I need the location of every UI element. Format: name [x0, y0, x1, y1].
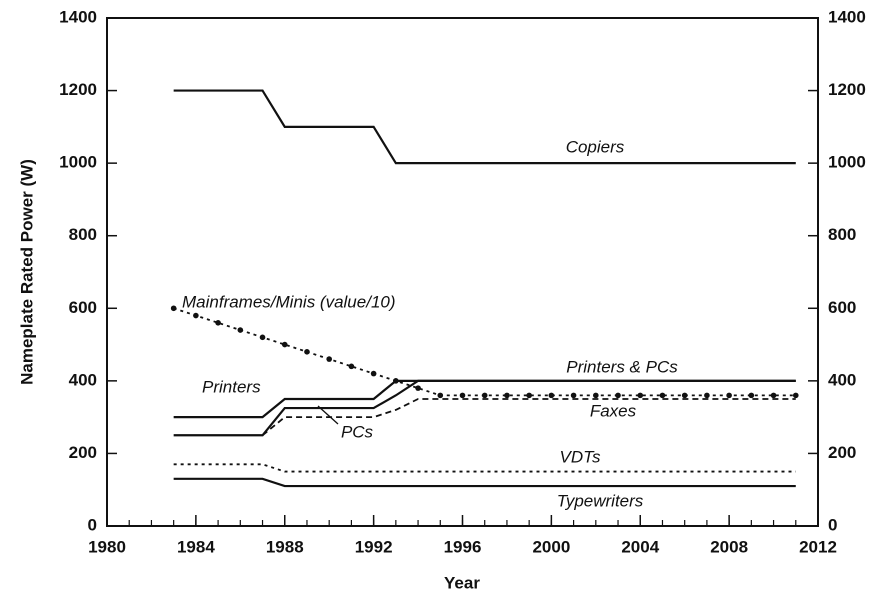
series-label: Printers: [202, 377, 261, 396]
x-tick-label: 2008: [710, 537, 748, 556]
y2-tick-label: 600: [828, 298, 856, 317]
point: [370, 370, 377, 377]
point: [637, 392, 644, 399]
point: [304, 349, 310, 355]
point: [615, 392, 621, 399]
point: [726, 392, 732, 399]
point: [348, 363, 355, 370]
leader-line: [317, 405, 339, 425]
point: [593, 392, 599, 399]
point: [481, 392, 488, 399]
series-label: Mainframes/Minis (value/10): [182, 292, 396, 311]
series-line: [261, 398, 796, 436]
annotation: Printers & PCs: [566, 357, 678, 376]
y-axis-label: Nameplate Rated Power (W): [17, 159, 36, 385]
y-tick-label: 1000: [59, 153, 97, 172]
series-label: Faxes: [590, 401, 637, 420]
point: [770, 392, 777, 399]
x-tick-label: 1988: [266, 537, 304, 556]
x-tick-label: 1984: [177, 537, 215, 556]
plot-frame: [106, 17, 819, 527]
series-line: [173, 463, 796, 473]
x-tick-label: 1992: [355, 537, 393, 556]
y2-tick-label: 800: [828, 225, 856, 244]
point: [504, 392, 510, 399]
point: [459, 392, 466, 399]
y-tick-label: 1400: [59, 7, 97, 26]
point: [170, 305, 177, 312]
point: [704, 392, 710, 399]
y2-tick-label: 1000: [828, 153, 866, 172]
x-tick-label: 1980: [88, 537, 126, 556]
x-tick-label: 2012: [799, 537, 837, 556]
point: [570, 392, 577, 399]
series-line: [173, 89, 796, 165]
point: [526, 392, 532, 399]
point: [659, 392, 666, 399]
point: [792, 392, 799, 399]
series-label: Typewriters: [557, 491, 644, 510]
point: [437, 392, 444, 399]
series-line: [173, 379, 796, 437]
series-line: [173, 477, 796, 488]
y-tick-label: 400: [69, 370, 97, 389]
y2-tick-label: 400: [828, 370, 856, 389]
series-label: VDTs: [560, 447, 601, 466]
point: [748, 392, 755, 399]
y2-tick-label: 1200: [828, 80, 866, 99]
y2-tick-label: 1400: [828, 7, 866, 26]
series-label: Copiers: [566, 137, 625, 156]
series-line: [173, 307, 796, 397]
point: [548, 392, 555, 399]
point: [281, 341, 288, 348]
point: [415, 385, 421, 391]
series-label: PCs: [341, 422, 374, 441]
y-tick-label: 600: [69, 298, 97, 317]
point: [259, 334, 266, 341]
x-axis-label: Year: [444, 573, 480, 592]
x-tick-label: 1996: [444, 537, 482, 556]
y-tick-label: 200: [69, 443, 97, 462]
point: [237, 327, 244, 333]
point: [326, 356, 332, 362]
y-tick-label: 1200: [59, 80, 97, 99]
x-tick-label: 2000: [532, 537, 570, 556]
y2-tick-label: 0: [828, 515, 837, 534]
y-tick-label: 800: [69, 225, 97, 244]
point: [215, 320, 221, 326]
y-tick-label: 0: [88, 515, 97, 534]
point: [193, 312, 199, 319]
point: [681, 392, 688, 399]
y2-tick-label: 200: [828, 443, 856, 462]
x-tick-label: 2004: [621, 537, 659, 556]
